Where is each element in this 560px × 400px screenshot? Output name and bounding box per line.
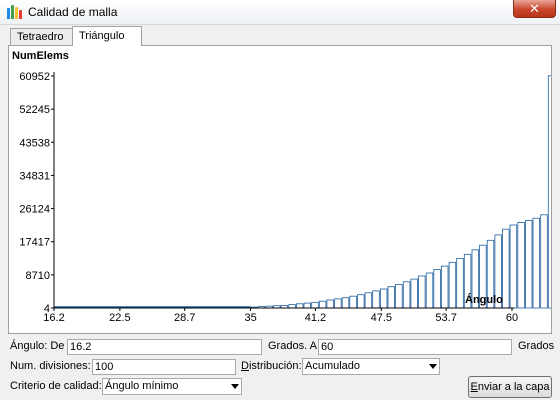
angle-from-label: Ángulo: De [10,340,65,352]
y-axis-label: NumElems [12,50,69,62]
divisions-input[interactable] [92,359,236,375]
histogram-bar [517,221,525,309]
histogram-bar [410,278,418,309]
chevron-down-icon [429,364,437,369]
send-to-layer-button[interactable]: Enviar a la capa [468,376,552,398]
y-tick-label: 4 [44,303,50,315]
x-tick-label: 60 [506,312,518,324]
bars-group [54,75,551,309]
x-ticks-group: 16.2 22.5 28.7 35 41.2 47.5 53.7 60 [43,308,518,324]
distribution-select[interactable]: Acumulado [302,358,440,375]
y-tick-label: 17417 [19,237,50,249]
y-tick-label: 43538 [19,137,50,149]
distribution-label: Distribución: [241,360,302,372]
x-tick-label: 22.5 [109,312,130,324]
app-icon [6,4,22,20]
degrees-label: Grados [518,340,555,352]
x-tick-label: 47.5 [371,312,392,324]
y-ticks-group: 4 8710 17417 26124 34831 43538 52245 60952 [19,71,54,315]
histogram-bar [288,304,296,309]
criteria-value: Ángulo mínimo [105,380,179,392]
angle-to-input[interactable] [318,339,512,355]
histogram-bar [326,299,334,309]
histogram-bar [364,292,373,309]
distribution-label-text: istribución: [248,360,302,372]
y-tick-label: 34831 [19,170,50,182]
send-button-accel: E [470,381,478,393]
histogram-bar [532,217,540,309]
histogram-bar [334,298,342,309]
x-tick-label: 53.7 [435,312,456,324]
y-tick-label: 26124 [19,204,50,216]
histogram-chart: NumElems 4 8710 17417 26124 34831 43538 52245 6… [12,50,551,324]
criteria-row: Criterio de calidad: Ángulo mínimo [0,377,560,397]
histogram-bar [303,302,311,309]
histogram-bar [540,214,548,309]
histogram-bar [433,269,441,309]
y-tick-label: 8710 [26,270,50,282]
histogram-bar [502,228,510,309]
close-button[interactable]: ✕ [513,0,556,18]
divisions-row: Num. divisiones: Distribución: Acumulado [0,357,560,377]
histogram-bar [341,297,350,309]
title-bar: Calidad de malla ✕ [0,0,560,25]
y-tick-label: 52245 [19,104,50,116]
distribution-value: Acumulado [305,360,361,372]
chevron-down-icon [231,384,239,389]
histogram-bar [425,272,434,309]
criteria-select[interactable]: Ángulo mínimo [102,378,242,395]
histogram-bar [418,275,426,309]
divisions-label: Num. divisiones: [10,360,91,372]
histogram-bar [372,290,380,309]
histogram-bar [395,283,403,309]
tab-tetraedro[interactable]: Tetraedro [10,28,74,45]
histogram-bar [349,295,357,309]
x-tick-label: 35 [244,312,256,324]
send-button-label: nviar a la capa [477,381,550,393]
histogram-bar [448,261,457,309]
histogram-bar [456,258,464,309]
histogram-bar [357,294,365,309]
x-tick-label: 28.7 [174,312,195,324]
x-tick-label: 16.2 [43,312,64,324]
histogram-panel: NumElems 4 8710 17417 26124 34831 43538 52245 6… [8,45,552,334]
histogram-bar [547,75,551,309]
histogram-bar [387,286,395,309]
histogram-bar [311,301,319,309]
histogram-bar [318,300,327,309]
tab-triangulo[interactable]: Triángulo [72,26,142,46]
angle-from-input[interactable] [67,339,262,355]
angle-range-row: Ángulo: De Grados. A Grados [0,337,560,357]
histogram-bar [509,224,518,309]
histogram-bar [402,281,411,309]
criteria-label: Criterio de calidad: [10,380,102,392]
y-tick-label: 60952 [19,71,50,83]
window-title: Calidad de malla [28,5,118,19]
angle-to-label: Grados. A [268,340,317,352]
x-tick-label: 41.2 [305,312,326,324]
histogram-bar [295,303,304,309]
histogram-bar [525,220,533,309]
histogram-bar [440,265,449,309]
histogram-bar [379,288,388,309]
x-axis-label: Ángulo [465,293,503,306]
